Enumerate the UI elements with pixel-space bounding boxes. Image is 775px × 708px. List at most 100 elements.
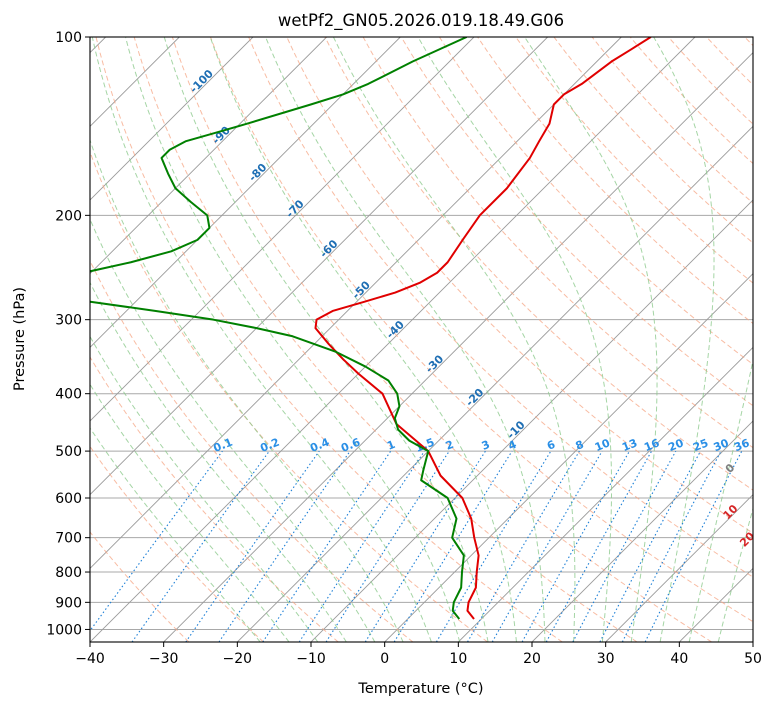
moist-adiabat-line bbox=[90, 217, 376, 642]
dry-adiabat-line bbox=[248, 37, 753, 578]
dry-adiabat-line bbox=[210, 37, 753, 623]
y-tick-label: 800 bbox=[55, 565, 82, 581]
isotherm-line bbox=[237, 125, 753, 642]
mixing-ratio-line bbox=[572, 450, 677, 642]
isotherm-line bbox=[90, 37, 254, 201]
moist-adiabat-line bbox=[524, 37, 658, 642]
dry-adiabat-line bbox=[324, 37, 753, 491]
isotherm-line bbox=[90, 37, 696, 642]
moist-adiabat-line bbox=[90, 138, 404, 642]
isotherm-line bbox=[458, 346, 753, 642]
moist-adiabat-line bbox=[90, 427, 261, 642]
y-tick-label: 500 bbox=[55, 444, 82, 460]
moist-adiabat-line bbox=[717, 506, 753, 642]
x-axis-title: Temperature (°C) bbox=[357, 681, 483, 697]
mixing-ratio-line bbox=[545, 450, 653, 642]
x-tick-label: 20 bbox=[523, 651, 541, 667]
x-tick-label: −30 bbox=[149, 651, 179, 667]
x-tick-label: −10 bbox=[296, 651, 326, 667]
isotherm-line bbox=[90, 37, 548, 496]
dewpoint-profile-line bbox=[90, 37, 468, 620]
dry-adiabat-line bbox=[90, 356, 339, 642]
dry-adiabat-line bbox=[133, 37, 638, 642]
dry-adiabat-line bbox=[95, 37, 563, 642]
mixing-ratio-label: 1 bbox=[385, 438, 397, 453]
moist-adiabat-line bbox=[332, 37, 576, 642]
dry-adiabat-line bbox=[90, 531, 190, 642]
dry-adiabat-line bbox=[400, 37, 753, 407]
moist-adiabat-line bbox=[90, 383, 290, 642]
mixing-ratio-label: 20 bbox=[666, 436, 685, 454]
x-tick-label: 30 bbox=[597, 651, 615, 667]
mixing-ratio-line bbox=[90, 450, 223, 632]
x-tick-label: 0 bbox=[380, 651, 389, 667]
y-tick-label: 600 bbox=[55, 491, 82, 507]
dry-adiabat-line bbox=[90, 259, 414, 642]
dry-adiabat-line bbox=[90, 150, 488, 642]
plot-frame bbox=[89, 36, 754, 643]
x-tick-label: 40 bbox=[670, 651, 688, 667]
isobar-lines bbox=[90, 37, 753, 630]
mixing-ratio-line bbox=[467, 450, 580, 642]
mixing-ratio-label: 8 bbox=[574, 438, 586, 453]
y-tick-label: 100 bbox=[55, 30, 82, 46]
mixing-ratio-label: 30 bbox=[712, 436, 731, 454]
background-line-labels: 0.1 0.2 0.4 0.6 1 1.5 2 3 4 6 8 10 13 16 20 25 30 36-100-… bbox=[187, 67, 772, 580]
x-tick-label: −20 bbox=[223, 651, 253, 667]
moist-adiabat-line bbox=[91, 37, 432, 642]
moist-adiabat-line bbox=[125, 37, 461, 642]
mixing-ratio-line bbox=[325, 450, 450, 642]
y-tick-label: 200 bbox=[55, 208, 82, 224]
moist-adiabat-line bbox=[163, 37, 489, 642]
mixing-ratio-label: 10 bbox=[593, 436, 612, 454]
moist-adiabat-line bbox=[688, 358, 753, 642]
y-tick-label: 300 bbox=[55, 313, 82, 329]
moist-adiabat-line bbox=[653, 37, 715, 642]
moist-adiabat-label: 30 bbox=[752, 559, 772, 579]
isotherm-line bbox=[90, 37, 622, 569]
mixing-ratio-label: 36 bbox=[732, 436, 751, 454]
mixing-ratio-line bbox=[521, 450, 630, 642]
dry-adiabat-lines bbox=[90, 37, 753, 642]
mixing-ratio-label: 2 bbox=[444, 438, 456, 453]
isotherm-lines bbox=[90, 37, 753, 642]
isotherm-line bbox=[163, 52, 753, 642]
chart-title: wetPf2_GN05.2026.019.18.49.G06 bbox=[278, 11, 564, 31]
isotherm-line bbox=[384, 273, 753, 642]
dry-adiabat-line bbox=[286, 37, 753, 534]
y-tick-label: 1000 bbox=[46, 622, 82, 638]
mixing-ratio-label: 25 bbox=[691, 436, 710, 454]
mixing-ratio-label: 16 bbox=[642, 436, 661, 454]
moist-adiabat-line bbox=[209, 37, 517, 642]
plot-area: 0.1 0.2 0.4 0.6 1 1.5 2 3 4 6 8 10 13 16 20 25 30 36-100-… bbox=[90, 37, 772, 642]
y-tick-label: 700 bbox=[55, 531, 82, 547]
isotherm-line bbox=[90, 37, 401, 348]
isotherm-line bbox=[90, 37, 327, 275]
mixing-ratio-lines bbox=[90, 450, 743, 642]
moist-adiabat-line bbox=[90, 335, 319, 642]
y-axis-ticks: 1000 900 800 700 600 500 400 300 200 100 bbox=[46, 30, 90, 638]
mixing-ratio-line bbox=[131, 450, 270, 642]
mixing-ratio-label: 3 bbox=[480, 438, 492, 453]
dry-adiabat-line bbox=[553, 37, 753, 244]
y-axis-title: Pressure (hPa) bbox=[12, 287, 28, 391]
x-tick-label: 50 bbox=[744, 651, 762, 667]
dry-adiabat-line bbox=[439, 37, 753, 365]
mixing-ratio-line bbox=[218, 450, 351, 642]
isotherm-line bbox=[531, 420, 753, 642]
x-axis-ticks: −40 −30 −20 −10 0 10 20 30 40 50 bbox=[75, 642, 762, 667]
mixing-ratio-line bbox=[435, 450, 552, 642]
isotherm-line bbox=[90, 37, 475, 422]
moist-adiabat-line bbox=[90, 281, 347, 642]
mixing-ratio-label: 13 bbox=[620, 436, 639, 454]
isotherm-line bbox=[605, 494, 753, 642]
moist-adiabat-lines bbox=[90, 37, 753, 642]
temperature-profile-line bbox=[314, 37, 652, 620]
dry-adiabat-line bbox=[362, 37, 753, 449]
x-tick-label: 10 bbox=[449, 651, 467, 667]
moist-adiabat-line bbox=[417, 37, 613, 642]
mixing-ratio-line bbox=[393, 450, 513, 642]
y-tick-label: 900 bbox=[55, 595, 82, 611]
